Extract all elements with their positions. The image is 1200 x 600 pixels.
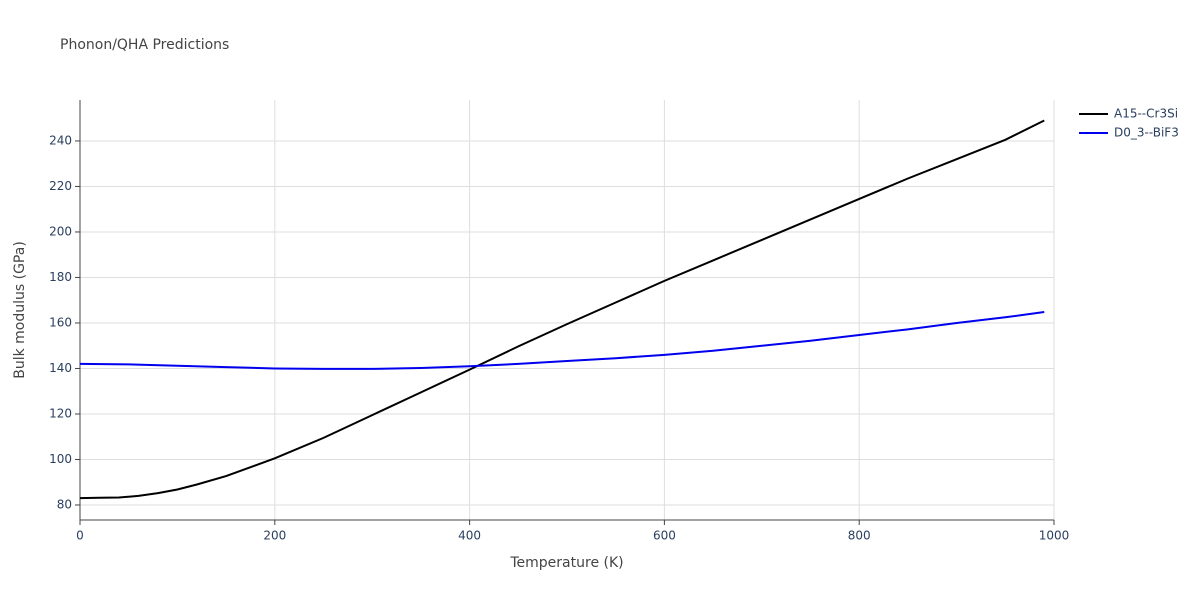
x-tick-label: 0: [76, 529, 84, 543]
legend-label: A15--Cr3Si: [1114, 107, 1178, 121]
y-axis-title: Bulk modulus (GPa): [12, 241, 28, 379]
y-tick-label: 100: [49, 452, 72, 466]
chart-title: Phonon/QHA Predictions: [60, 37, 229, 53]
x-tick-label: 600: [653, 529, 676, 543]
series-line: [79, 119, 1045, 500]
x-axis-title: Temperature (K): [509, 555, 623, 571]
y-tick-label: 120: [49, 406, 72, 420]
y-tick-label: 180: [49, 270, 72, 284]
y-tick-label: 220: [49, 179, 72, 193]
x-tick-label: 1000: [1039, 529, 1070, 543]
x-tick-label: 400: [458, 529, 481, 543]
x-tick-label: 200: [263, 529, 286, 543]
y-tick-label: 160: [49, 315, 72, 329]
y-tick-label: 140: [49, 361, 72, 375]
series-line: [79, 311, 1045, 370]
legend-label: D0_3--BiF3: [1114, 126, 1179, 140]
y-tick-label: 80: [57, 497, 72, 511]
y-tick-label: 200: [49, 224, 72, 238]
x-tick-label: 800: [848, 529, 871, 543]
y-tick-label: 240: [49, 133, 72, 147]
